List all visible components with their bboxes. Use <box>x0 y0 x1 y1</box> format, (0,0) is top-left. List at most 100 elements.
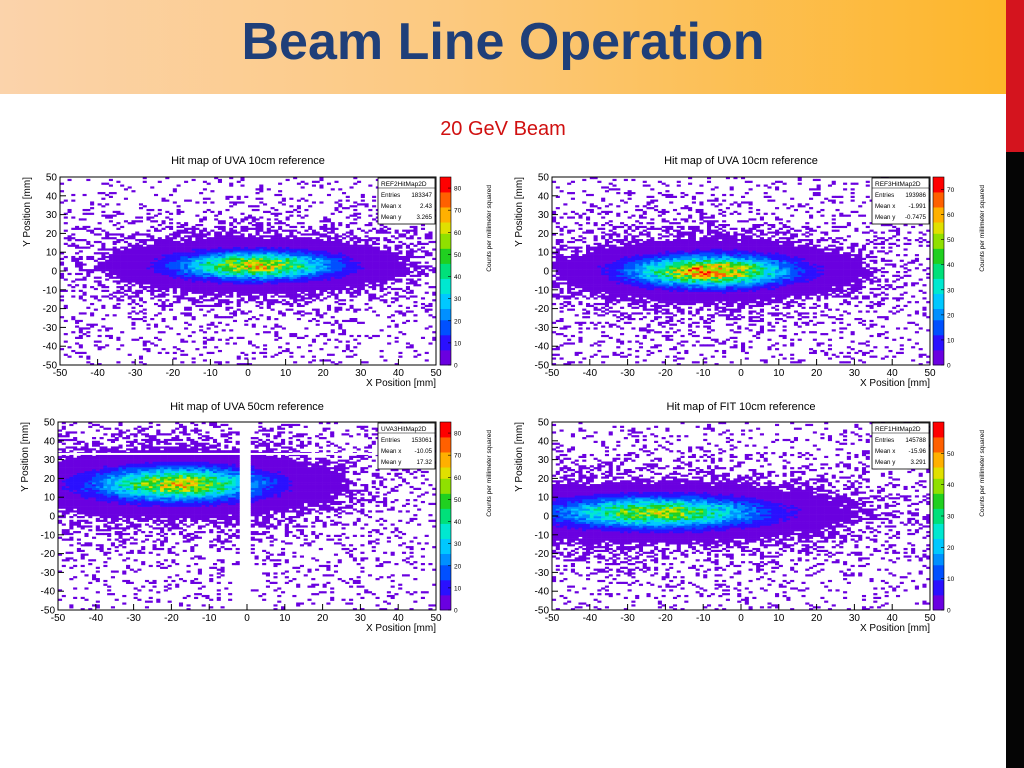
y-tick-label: -30 <box>43 323 58 334</box>
z-tick-label: 60 <box>454 230 462 237</box>
z-tick-label: 50 <box>947 237 955 244</box>
x-tick-label: -20 <box>164 613 179 624</box>
right-edge-bar <box>1006 0 1024 768</box>
x-axis-label: X Position [mm] <box>366 378 436 389</box>
y-tick-label: 0 <box>543 512 549 523</box>
color-palette <box>440 422 451 611</box>
y-tick-label: 10 <box>44 493 56 504</box>
y-tick-label: -20 <box>535 549 550 560</box>
stats-value: 193986 <box>905 192 926 199</box>
stats-value: 183347 <box>411 192 432 199</box>
chart-title: Hit map of FIT 10cm reference <box>667 401 816 413</box>
dead-strip <box>58 452 436 455</box>
y-tick-label: 30 <box>46 210 58 221</box>
y-tick-label: 50 <box>538 418 550 429</box>
y-axis-label: Y Position [mm] <box>514 422 525 492</box>
x-tick-label: 20 <box>317 613 329 624</box>
stats-value: 3.265 <box>417 214 433 221</box>
x-tick-label: 30 <box>849 613 861 624</box>
stats-name: REF3HitMap2D <box>875 181 921 188</box>
x-tick-label: -20 <box>658 613 673 624</box>
z-tick-label: 50 <box>454 497 462 504</box>
x-tick-label: 50 <box>430 613 442 624</box>
y-tick-label: 40 <box>538 191 550 202</box>
x-axis-label: X Position [mm] <box>860 623 930 634</box>
z-tick-label: 30 <box>947 287 955 294</box>
x-tick-label: -10 <box>203 368 218 379</box>
y-tick-label: -10 <box>535 285 550 296</box>
x-tick-label: -50 <box>545 613 560 624</box>
y-tick-label: 10 <box>538 248 550 259</box>
x-tick-label: 10 <box>773 368 785 379</box>
x-tick-label: -20 <box>658 368 673 379</box>
z-tick-label: 40 <box>454 519 462 526</box>
stats-label: Mean x <box>875 448 896 455</box>
stats-box <box>871 177 930 225</box>
x-tick-label: 20 <box>811 613 823 624</box>
stats-label: Mean y <box>381 214 402 221</box>
x-tick-label: -40 <box>89 613 104 624</box>
y-tick-label: 50 <box>538 173 550 184</box>
stats-name: UVA3HitMap2D <box>381 426 427 433</box>
x-tick-label: 10 <box>280 368 292 379</box>
y-tick-label: -50 <box>41 606 56 617</box>
z-axis-label: Counts per millimeter squared <box>486 185 493 272</box>
y-tick-label: 10 <box>46 248 58 259</box>
z-tick-label: 10 <box>947 576 955 583</box>
y-tick-label: -50 <box>43 361 58 372</box>
x-tick-label: -30 <box>126 613 141 624</box>
y-tick-label: -40 <box>41 587 56 598</box>
x-tick-label: 20 <box>811 368 823 379</box>
z-axis-label: Counts per millimeter squared <box>486 430 493 517</box>
x-tick-label: 10 <box>279 613 291 624</box>
x-tick-label: -50 <box>51 613 66 624</box>
y-tick-label: -40 <box>43 342 58 353</box>
stats-value: 3.291 <box>911 459 927 466</box>
z-tick-label: 30 <box>947 514 955 521</box>
x-tick-label: 10 <box>773 613 785 624</box>
x-tick-label: -10 <box>202 613 217 624</box>
stats-value: 2.43 <box>420 203 433 210</box>
heatmap-cells <box>552 177 931 366</box>
x-tick-label: 0 <box>738 368 744 379</box>
z-tick-label: 40 <box>947 262 955 269</box>
x-tick-label: -40 <box>90 368 105 379</box>
z-tick-label: 60 <box>454 475 462 482</box>
stats-name: REF2HitMap2D <box>381 181 427 188</box>
y-axis-label: Y Position [mm] <box>514 177 525 247</box>
chart-title: Hit map of UVA 50cm reference <box>170 401 324 413</box>
z-tick-label: 0 <box>947 363 951 370</box>
y-tick-label: 20 <box>44 474 56 485</box>
x-tick-label: -50 <box>545 368 560 379</box>
chart-title: Hit map of UVA 10cm reference <box>664 155 818 167</box>
x-tick-label: -10 <box>696 368 711 379</box>
y-tick-label: 30 <box>538 455 550 466</box>
y-tick-label: -40 <box>535 342 550 353</box>
z-tick-label: 30 <box>454 296 462 303</box>
z-tick-label: 50 <box>454 252 462 259</box>
x-tick-label: -30 <box>620 368 635 379</box>
y-tick-label: 30 <box>44 455 56 466</box>
stats-value: -15.96 <box>908 448 926 455</box>
stats-label: Mean x <box>381 203 402 210</box>
slide-title: Beam Line Operation <box>241 13 765 71</box>
stats-label: Entries <box>875 192 894 199</box>
x-tick-label: 0 <box>244 613 250 624</box>
y-tick-label: -50 <box>535 606 550 617</box>
z-tick-label: 10 <box>454 585 462 592</box>
stats-value: 145788 <box>905 437 926 444</box>
z-tick-label: 40 <box>947 482 955 489</box>
y-tick-label: 0 <box>51 267 57 278</box>
stats-name: REF1HitMap2D <box>875 426 921 433</box>
y-tick-label: 40 <box>46 191 58 202</box>
y-tick-label: 40 <box>44 436 56 447</box>
stats-value: -10.05 <box>414 448 432 455</box>
x-tick-label: 50 <box>430 368 442 379</box>
y-tick-label: -30 <box>41 568 56 579</box>
y-axis-label: Y Position [mm] <box>20 422 31 492</box>
y-tick-label: -50 <box>535 361 550 372</box>
x-tick-label: 0 <box>245 368 251 379</box>
chart-title: Hit map of UVA 10cm reference <box>171 155 325 167</box>
